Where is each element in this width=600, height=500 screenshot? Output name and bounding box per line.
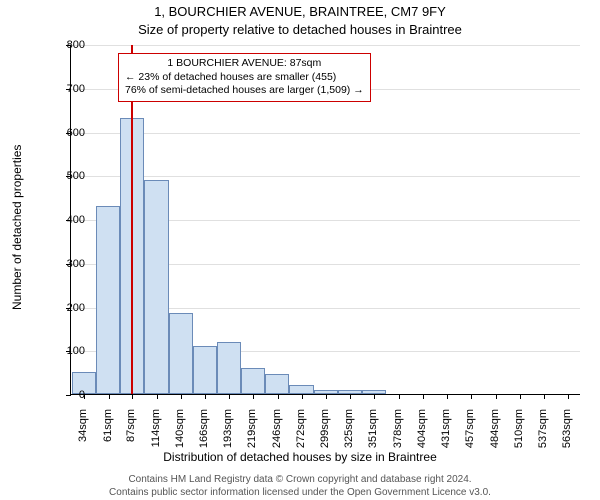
x-tick-label: 563sqm (561, 409, 573, 449)
title-description: Size of property relative to detached ho… (0, 22, 600, 37)
x-tick-mark (471, 394, 472, 399)
x-tick-mark (496, 394, 497, 399)
y-tick-label: 700 (45, 83, 85, 95)
histogram-bar (193, 346, 217, 394)
x-tick-mark (229, 394, 230, 399)
y-axis-label: Number of detached properties (10, 145, 24, 310)
x-tick-label: 34sqm (77, 409, 89, 449)
y-tick-label: 800 (45, 39, 85, 51)
x-tick-label: 219sqm (246, 409, 258, 449)
grid-line (71, 133, 580, 134)
x-tick-label: 510sqm (513, 409, 525, 449)
histogram-bar (217, 342, 241, 395)
x-tick-label: 325sqm (343, 409, 355, 449)
footer-credits: Contains HM Land Registry data © Crown c… (0, 473, 600, 499)
x-tick-label: 404sqm (416, 409, 428, 449)
x-tick-mark (205, 394, 206, 399)
x-tick-mark (399, 394, 400, 399)
x-tick-mark (278, 394, 279, 399)
x-tick-label: 299sqm (319, 409, 331, 449)
annotation-line2: ← 23% of detached houses are smaller (45… (125, 71, 364, 85)
x-tick-label: 193sqm (222, 409, 234, 449)
x-tick-label: 378sqm (392, 409, 404, 449)
x-tick-label: 140sqm (174, 409, 186, 449)
y-tick-label: 100 (45, 345, 85, 357)
footer-line1: Contains HM Land Registry data © Crown c… (0, 473, 600, 486)
y-tick-label: 300 (45, 258, 85, 270)
histogram-bar (96, 206, 120, 394)
histogram-bar (289, 385, 313, 394)
x-tick-mark (350, 394, 351, 399)
histogram-bar (265, 374, 289, 394)
x-tick-label: 87sqm (125, 409, 137, 449)
x-tick-label: 537sqm (537, 409, 549, 449)
x-tick-mark (253, 394, 254, 399)
x-tick-mark (423, 394, 424, 399)
x-tick-label: 114sqm (150, 409, 162, 449)
x-tick-mark (326, 394, 327, 399)
x-tick-label: 351sqm (367, 409, 379, 449)
x-tick-label: 431sqm (440, 409, 452, 449)
x-axis-label: Distribution of detached houses by size … (0, 450, 600, 464)
y-tick-label: 0 (45, 389, 85, 401)
x-tick-label: 457sqm (464, 409, 476, 449)
x-tick-mark (109, 394, 110, 399)
x-tick-label: 272sqm (295, 409, 307, 449)
x-tick-mark (544, 394, 545, 399)
x-tick-label: 166sqm (198, 409, 210, 449)
y-tick-label: 500 (45, 170, 85, 182)
annotation-line1: 1 BOURCHIER AVENUE: 87sqm (125, 57, 364, 71)
grid-line (71, 176, 580, 177)
y-tick-label: 600 (45, 127, 85, 139)
histogram-bar (241, 368, 265, 394)
x-tick-mark (132, 394, 133, 399)
annotation-line3: 76% of semi-detached houses are larger (… (125, 84, 364, 98)
x-tick-label: 246sqm (271, 409, 283, 449)
x-tick-mark (374, 394, 375, 399)
y-tick-label: 400 (45, 214, 85, 226)
annotation-box: 1 BOURCHIER AVENUE: 87sqm ← 23% of detac… (118, 53, 371, 102)
x-tick-label: 61sqm (102, 409, 114, 449)
x-tick-label: 484sqm (489, 409, 501, 449)
histogram-bar (169, 313, 193, 394)
footer-line2: Contains public sector information licen… (0, 486, 600, 499)
x-tick-mark (302, 394, 303, 399)
chart-area: 1 BOURCHIER AVENUE: 87sqm ← 23% of detac… (70, 45, 580, 395)
x-tick-mark (181, 394, 182, 399)
grid-line (71, 45, 580, 46)
x-tick-mark (447, 394, 448, 399)
x-tick-mark (157, 394, 158, 399)
x-tick-mark (520, 394, 521, 399)
y-tick-label: 200 (45, 302, 85, 314)
title-address: 1, BOURCHIER AVENUE, BRAINTREE, CM7 9FY (0, 4, 600, 19)
histogram-bar (144, 180, 168, 394)
x-tick-mark (568, 394, 569, 399)
